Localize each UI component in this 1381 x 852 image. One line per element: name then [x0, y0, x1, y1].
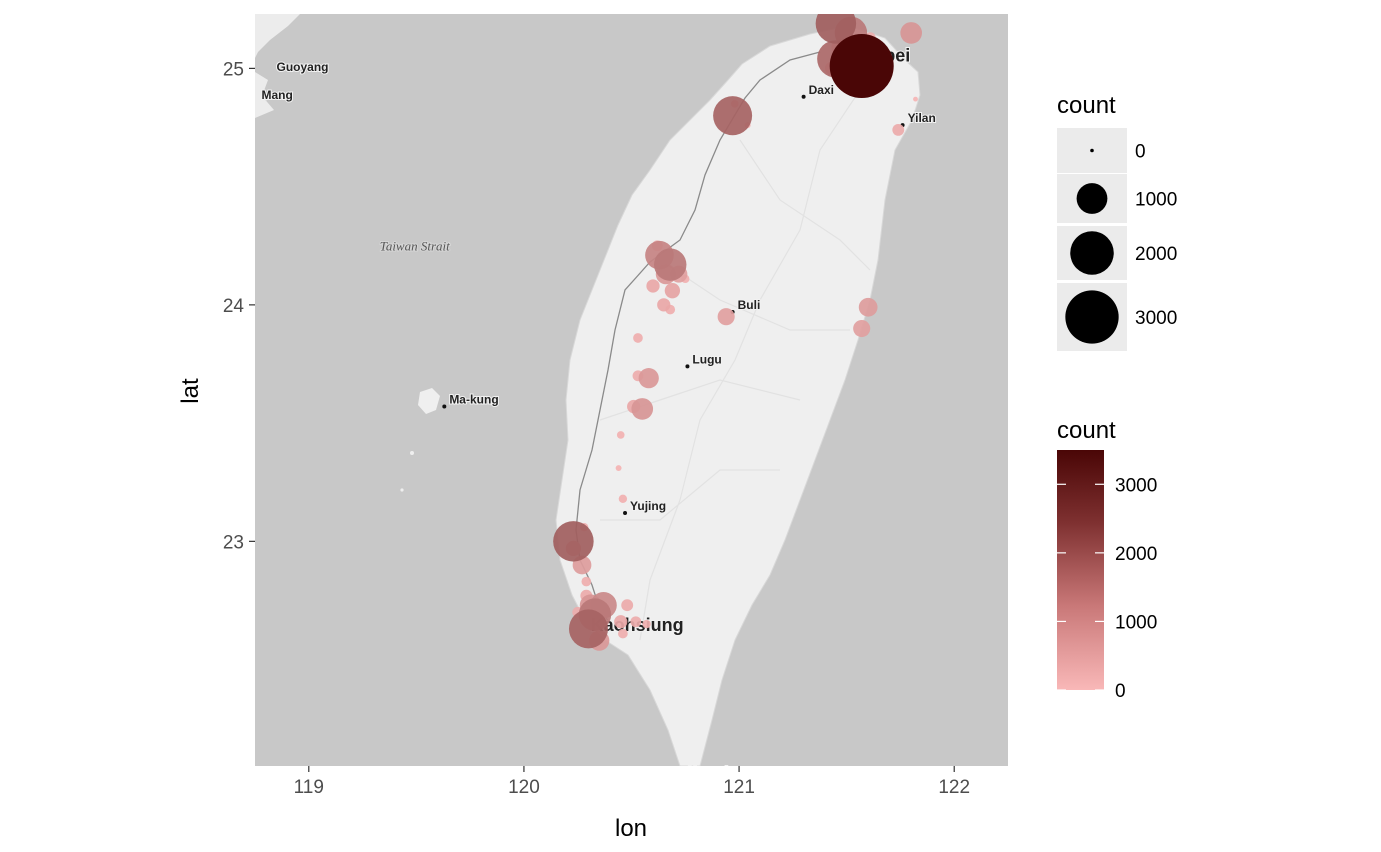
- place-dot-lugu: [685, 364, 690, 369]
- color-legend: count 0 1000 2000 3000: [1057, 417, 1157, 702]
- data-point: [657, 298, 671, 312]
- data-point: [631, 398, 654, 420]
- place-label-guoyang-2: Mang: [261, 88, 292, 102]
- place-label-hengchun: Hengchun: [688, 764, 747, 778]
- data-point: [638, 368, 659, 389]
- colorbar-label: 1000: [1115, 612, 1157, 633]
- place-label-guoyang: Guoyang: [277, 60, 329, 74]
- place-label-lugu: Lugu: [692, 352, 721, 366]
- data-point: [664, 283, 681, 299]
- place-label-ma-kung: Ma-kung: [449, 393, 498, 407]
- data-point: [815, 14, 857, 44]
- data-point: [713, 96, 753, 136]
- color-legend-title: count: [1057, 417, 1116, 444]
- mainland-coast-2: [255, 72, 274, 118]
- data-point: [646, 279, 660, 293]
- colorbar: [1057, 450, 1104, 690]
- data-point: [621, 599, 634, 612]
- size-legend-title: count: [1057, 92, 1116, 119]
- colorbar-label: 3000: [1115, 475, 1157, 496]
- place-label-yilan: Yilan: [908, 111, 936, 125]
- x-tick-label: 119: [294, 777, 324, 798]
- size-legend-label: 1000: [1135, 190, 1177, 211]
- place-dot-daxi: [801, 94, 806, 99]
- colorbar-ticks: 0 1000 2000 3000: [1057, 475, 1157, 702]
- place-dot-yujing: [623, 510, 628, 515]
- place-dot-hengchun: [681, 776, 685, 780]
- data-point: [858, 297, 878, 317]
- data-point: [913, 96, 918, 102]
- size-legend-key-circle: [1070, 231, 1114, 275]
- data-point: [615, 465, 622, 472]
- data-point: [717, 308, 735, 326]
- penghu-islet-2: [400, 488, 404, 492]
- place-label-daxi: Daxi: [809, 83, 834, 97]
- y-tick-label: 25: [223, 59, 244, 80]
- x-tick-label: 120: [508, 777, 540, 798]
- size-legend-keys: 0 1000 2000 3000: [1057, 128, 1177, 351]
- x-tick-label: 121: [723, 777, 755, 798]
- size-legend-key-circle: [1076, 183, 1108, 214]
- interior-roads: [599, 89, 871, 641]
- data-point: [900, 22, 923, 44]
- size-legend-label: 3000: [1135, 308, 1177, 329]
- data-point: [653, 248, 687, 281]
- size-legend: count 0 1000 2000 3000: [1057, 92, 1177, 351]
- data-point: [581, 576, 592, 587]
- colorbar-label: 2000: [1115, 544, 1157, 565]
- data-point: [614, 615, 628, 629]
- data-point: [616, 431, 625, 439]
- size-legend-label: 0: [1135, 142, 1146, 163]
- mainland-coast: [255, 14, 300, 58]
- map-panel: Guoyang Mang Taiwan Strait Ma-kung Daxi Yilan…: [255, 14, 1008, 780]
- place-label-yujing: Yujing: [630, 499, 666, 513]
- y-tick-label: 23: [223, 532, 244, 553]
- data-point: [633, 333, 643, 343]
- x-axis-ticks: 119 120 121 122: [294, 766, 970, 798]
- y-tick-label: 24: [223, 296, 245, 317]
- data-point: [829, 34, 894, 99]
- data-point: [642, 619, 651, 629]
- data-point: [892, 123, 905, 136]
- data-point: [853, 319, 871, 338]
- x-axis-title: lon: [615, 815, 647, 842]
- taiwan-island: [555, 25, 921, 766]
- place-label-taiwan-strait: Taiwan Strait: [380, 238, 450, 253]
- penghu-islet: [410, 451, 414, 455]
- y-axis-ticks: 23 24 25: [223, 59, 255, 553]
- colorbar-label: 0: [1115, 681, 1126, 702]
- penghu-islands: [418, 388, 440, 414]
- data-point: [630, 616, 642, 628]
- y-axis-title: lat: [177, 378, 204, 404]
- data-point: [553, 521, 594, 562]
- size-legend-key-circle: [1065, 290, 1119, 344]
- place-label-buli: Buli: [738, 298, 761, 312]
- data-point: [568, 609, 608, 649]
- size-legend-key-circle: [1090, 148, 1094, 153]
- data-point: [618, 494, 628, 503]
- place-dot-ma-kung: [442, 404, 447, 409]
- size-legend-label: 2000: [1135, 244, 1177, 265]
- x-tick-label: 122: [938, 777, 970, 798]
- points-layer: [553, 14, 923, 651]
- data-point: [618, 628, 628, 639]
